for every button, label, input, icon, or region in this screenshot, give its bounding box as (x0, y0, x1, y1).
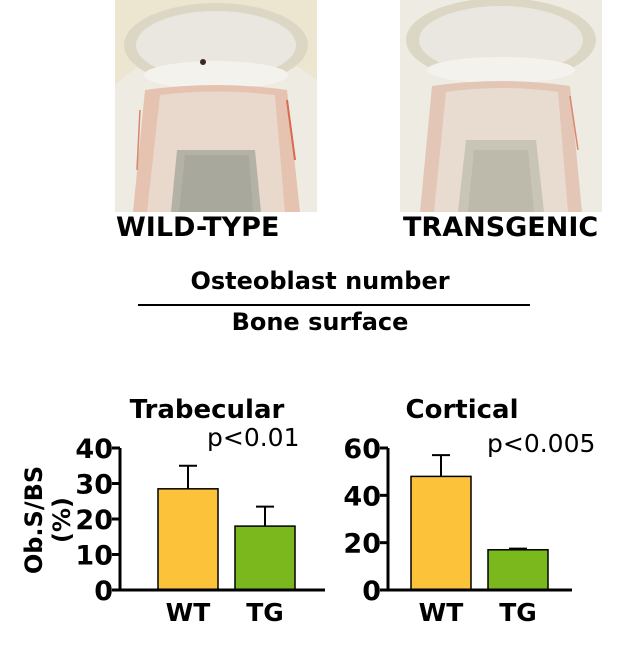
cortical-y-tick-label-0: 0 (362, 576, 381, 607)
trabecular-y-axis-label-line: Ob.S/BS (20, 466, 48, 574)
fraction-line (138, 304, 530, 306)
transgenic-histology-image (400, 0, 602, 212)
trabecular-y-axis-label-line: (%) (48, 497, 76, 543)
cortical-p-value: p<0.005 (487, 429, 595, 458)
trabecular-y-tick-label-40: 40 (75, 434, 113, 465)
cortical-category-label-wt: WT (419, 598, 464, 627)
cortical-y-tick-label-40: 40 (343, 481, 381, 512)
trabecular-y-tick-label-30: 30 (75, 470, 113, 501)
trabecular-y-tick-label-0: 0 (94, 576, 113, 607)
trabecular-category-label-wt: WT (166, 598, 211, 627)
cortical-bar-wt (410, 475, 472, 591)
cortical-chart-title: Cortical (406, 395, 519, 425)
cortical-bar-tg (487, 549, 549, 591)
trabecular-y-tick-label-20: 20 (75, 505, 113, 536)
fraction-numerator: Osteoblast number (190, 267, 450, 295)
fraction-denominator: Bone surface (231, 308, 409, 336)
cortical-y-tick-label-20: 20 (343, 529, 381, 560)
trabecular-y-axis-label: Ob.S/BS(%) (20, 466, 76, 574)
trabecular-bar-wt (157, 488, 219, 591)
trabecular-p-value: p<0.01 (207, 423, 299, 452)
trabecular-bar-tg (234, 525, 296, 591)
wild-type-caption: WILD-TYPE (116, 212, 280, 243)
cortical-y-tick-label-60: 60 (343, 434, 381, 465)
trabecular-chart-title: Trabecular (130, 395, 285, 425)
trabecular-y-tick-label-10: 10 (75, 541, 113, 572)
wild-type-histology-image (115, 0, 317, 212)
cortical-category-label-tg: TG (499, 598, 537, 627)
transgenic-caption: TRANSGENIC (403, 212, 599, 243)
trabecular-category-label-tg: TG (246, 598, 284, 627)
